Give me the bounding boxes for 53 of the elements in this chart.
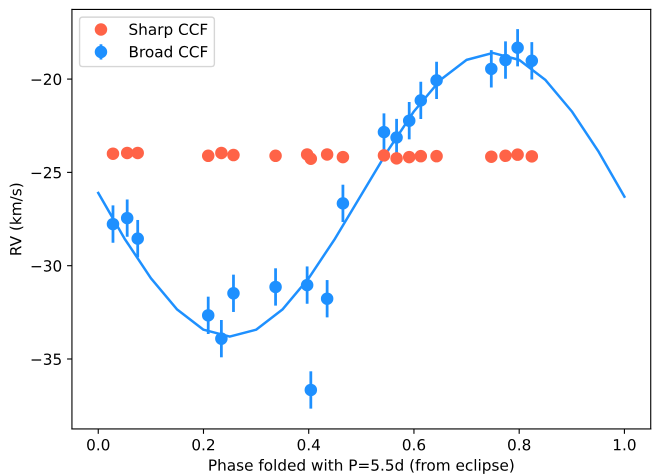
- point: [304, 152, 318, 166]
- point: [215, 332, 228, 345]
- y-tick-label: −25: [32, 166, 61, 178]
- point: [300, 278, 314, 292]
- y-tick-label: −35: [32, 353, 61, 366]
- point: [269, 150, 282, 162]
- x-axis-title: Phase folded with P=5.5d (from eclipse): [209, 459, 514, 474]
- point: [320, 148, 334, 161]
- legend-label: Sharp CCF: [129, 23, 208, 38]
- point: [526, 150, 538, 163]
- point: [106, 218, 120, 230]
- point: [485, 62, 498, 76]
- x-tick-label: 0.4: [298, 438, 320, 451]
- point: [131, 146, 144, 160]
- x-tick-label: 0.8: [508, 438, 530, 451]
- x-tick-label: 0.2: [192, 438, 214, 451]
- point: [430, 150, 443, 162]
- legend-label: Broad CCF: [130, 46, 208, 58]
- point: [202, 150, 214, 162]
- point: [336, 150, 350, 164]
- point: [120, 146, 134, 160]
- point: [511, 148, 524, 161]
- point: [131, 232, 144, 245]
- point: [430, 74, 443, 87]
- y-axis-title: RV (km/s): [10, 184, 24, 255]
- point: [336, 197, 350, 210]
- point: [402, 150, 416, 164]
- point: [511, 41, 524, 54]
- point: [215, 146, 228, 160]
- point: [202, 309, 214, 322]
- point: [320, 292, 334, 305]
- point: [499, 54, 512, 66]
- point: [304, 384, 318, 396]
- point: [269, 280, 282, 294]
- point: [414, 94, 428, 107]
- point: [378, 149, 390, 162]
- point: [499, 150, 512, 162]
- x-tick-label: 0.0: [87, 438, 110, 451]
- x-tick-label: 1.0: [614, 438, 636, 451]
- point: [526, 54, 538, 68]
- x-tick-label: 0.6: [402, 438, 426, 451]
- y-tick-label: −30: [32, 260, 62, 272]
- point: [227, 148, 240, 162]
- point: [106, 147, 120, 160]
- point: [120, 212, 134, 224]
- point: [414, 150, 428, 162]
- point: [390, 131, 403, 144]
- point: [390, 152, 403, 165]
- point: [485, 150, 498, 163]
- point: [378, 126, 390, 138]
- y-tick-label: −20: [32, 74, 62, 86]
- point: [227, 287, 240, 300]
- point: [402, 114, 416, 127]
